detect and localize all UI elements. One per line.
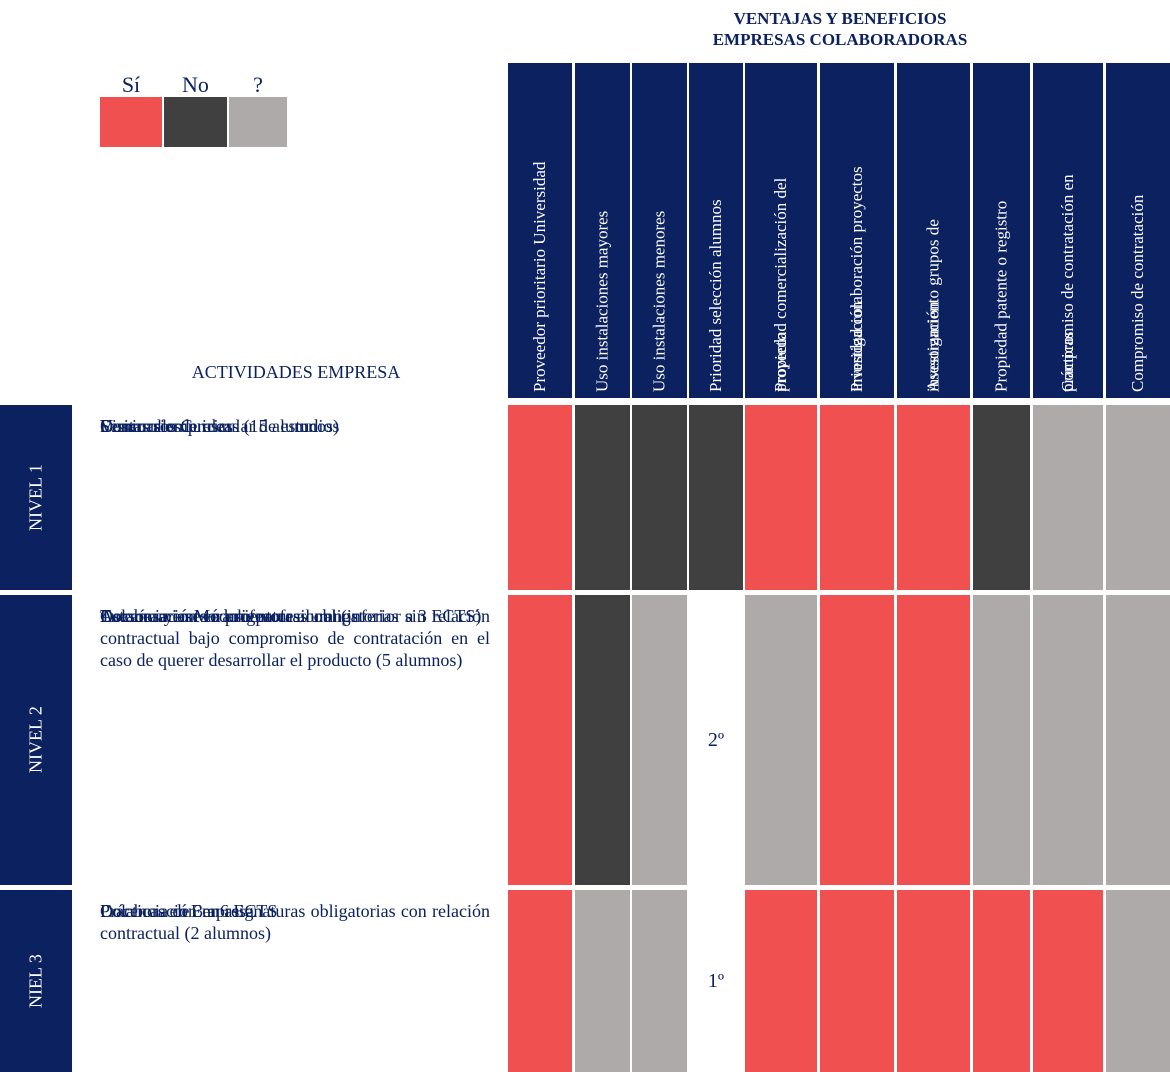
column-header: Propiedad patente o registro [973, 63, 1030, 398]
cell [745, 405, 817, 590]
cell [745, 595, 817, 885]
activity: Colaboración en asignaturas obligatorias… [100, 606, 490, 670]
cell [1033, 405, 1103, 590]
cell [973, 595, 1030, 885]
column-header: Compromiso de contratación [1106, 63, 1170, 398]
activity: Docencia de 3 a 6 ECTS [100, 901, 278, 921]
cell [508, 595, 572, 885]
cell [1106, 595, 1170, 885]
cell [632, 890, 687, 1072]
level-text: NIVEL 2 [25, 706, 46, 774]
column-header: Uso instalaciones menores [632, 63, 687, 398]
column-header: Asesoramiento grupos de investigación [897, 63, 970, 398]
column-header: Prioridad colaboración proyectos investig… [820, 63, 894, 398]
cell [575, 595, 630, 885]
cell [1106, 890, 1170, 1072]
cell [820, 405, 894, 590]
cell [897, 595, 970, 885]
legend-label: No [182, 72, 209, 97]
column-header: Proveedor prioritario Universidad [508, 63, 572, 398]
level-label: NIVEL 2 [0, 595, 72, 885]
cell [973, 405, 1030, 590]
cell [575, 890, 630, 1072]
activity: Colaboración en asignaturas obligatorias… [100, 901, 490, 943]
cell [897, 405, 970, 590]
level-label: NIEL 3 [0, 890, 72, 1072]
title: VENTAJAS Y BENEFICIOS EMPRESAS COLABORAD… [712, 9, 968, 49]
cell [508, 405, 572, 590]
cell [1033, 890, 1103, 1072]
legend-label: ? [253, 72, 263, 97]
cell [575, 405, 630, 590]
activity: Seminarios [100, 416, 181, 436]
column-header: Uso instalaciones mayores [575, 63, 630, 398]
column-header: Propiedad comercialización del proyecto [745, 63, 817, 398]
column-header: Compromiso de contratación en prácticas [1033, 63, 1103, 398]
activity: Tutorías y asesoramiento a alumnos [100, 606, 359, 626]
cell [632, 405, 687, 590]
cell [1033, 595, 1103, 885]
activity: Docencia en Módulo profesional (inferior… [100, 606, 482, 626]
legend-swatch [164, 97, 227, 147]
cell-text: 1º [689, 890, 743, 1072]
cell [508, 890, 572, 1072]
column-header-line: prácticas [1058, 331, 1077, 392]
cell [973, 890, 1030, 1072]
activity: Concursos de ideas (15 alumnos) [100, 416, 339, 436]
cell [897, 890, 970, 1072]
cell [689, 405, 743, 590]
legend-swatch [100, 97, 162, 147]
activity: Asesoramiento a profesores [100, 606, 300, 626]
legend-label: Sí [121, 72, 141, 97]
level-label: NIVEL 1 [0, 405, 72, 590]
cell [820, 595, 894, 885]
column-header-line: Proveedor prioritario Universidad [530, 161, 549, 392]
activities-header: ACTIVIDADES EMPRESA [191, 362, 401, 382]
column-header-line: proyecto [771, 332, 790, 392]
cell [1106, 405, 1170, 590]
level-text: NIVEL 1 [25, 464, 46, 531]
column-header-line: Compromiso de contratación [1128, 194, 1147, 392]
level-text: NIEL 3 [25, 954, 46, 1008]
legend-swatch [229, 97, 287, 147]
cell [820, 890, 894, 1072]
column-header-line: Propiedad patente o registro [991, 200, 1011, 392]
cell [745, 890, 817, 1072]
column-header-line: Uso instalaciones menores [649, 210, 669, 392]
column-header: Prioridad selección alumnos [689, 63, 743, 398]
activity: Desarrollo Curricular de estudios [100, 416, 340, 436]
column-header-line: Prioridad selección alumnos [706, 199, 725, 392]
column-header-line: Uso instalaciones mayores [592, 210, 612, 392]
column-header-line: investigación [847, 301, 866, 392]
cell [632, 595, 687, 885]
column-header-line: investigación [923, 301, 943, 392]
activity: Visitas a empresas [100, 416, 233, 436]
cell-text: 2º [689, 595, 743, 885]
activity: Prácticas en Empresa [100, 901, 254, 921]
